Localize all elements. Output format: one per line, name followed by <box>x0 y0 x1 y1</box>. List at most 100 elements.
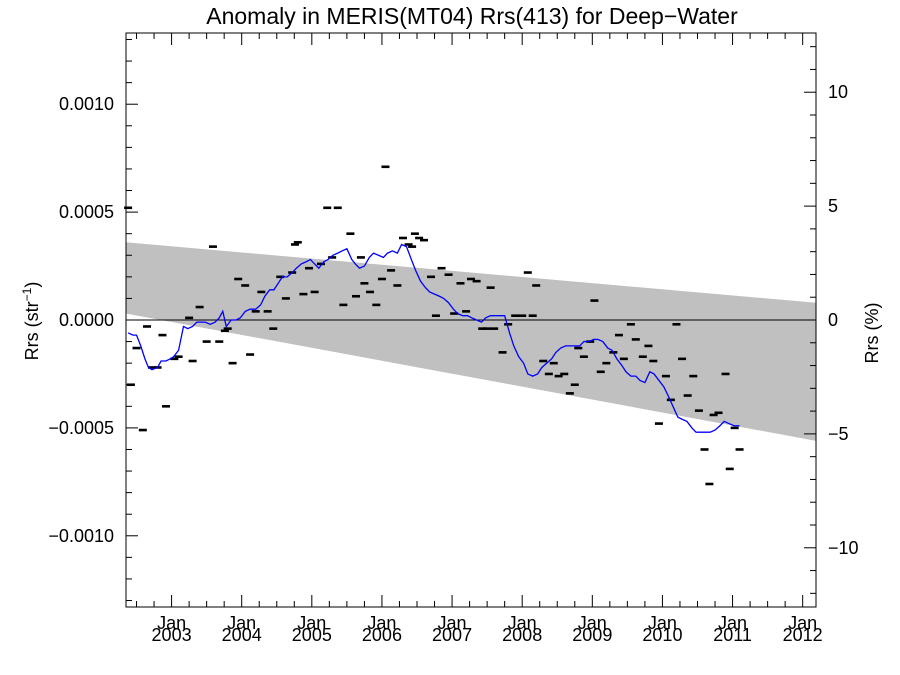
data-point <box>323 206 332 210</box>
data-point <box>626 323 635 326</box>
right-y-tick-label: −5 <box>828 424 849 444</box>
data-point <box>444 273 453 276</box>
data-point <box>161 405 170 408</box>
data-point <box>263 310 272 313</box>
x-tick-label-month: Jan <box>297 613 326 633</box>
series-line <box>127 243 740 433</box>
data-point <box>700 448 709 451</box>
right-y-tick-label: 0 <box>828 310 838 330</box>
x-tick-label-year: 2010 <box>642 625 682 645</box>
right-y-tick-label: −10 <box>828 538 859 558</box>
data-point <box>377 277 386 281</box>
data-point <box>528 314 537 317</box>
data-point <box>138 428 147 432</box>
data-point <box>486 286 495 289</box>
data-point <box>234 277 243 281</box>
data-point <box>427 275 436 279</box>
x-tick-label-year: 2012 <box>783 625 823 645</box>
data-point <box>360 282 369 285</box>
data-point <box>251 310 260 313</box>
right-y-axis: 10 5 0 −5 −10 <box>804 46 859 594</box>
data-point <box>316 262 325 266</box>
left-y-tick-label: −0.0010 <box>48 526 114 546</box>
x-tick-label-year: 2005 <box>292 625 332 645</box>
data-point <box>431 314 440 317</box>
x-tick-label-year: 2007 <box>432 625 472 645</box>
data-point <box>730 426 739 430</box>
data-point <box>293 241 302 244</box>
data-point <box>490 327 499 330</box>
data-point <box>735 448 744 451</box>
data-point <box>220 329 229 333</box>
x-tick-label-month: Jan <box>227 613 256 633</box>
data-point <box>305 266 314 270</box>
x-tick-label-year: 2004 <box>222 625 262 645</box>
data-point <box>158 333 167 337</box>
data-point <box>511 314 520 317</box>
data-point <box>725 467 734 471</box>
data-point <box>346 232 355 235</box>
left-y-tick-label: 0.0005 <box>59 202 114 222</box>
data-point <box>339 303 348 307</box>
data-point <box>478 327 487 330</box>
data-point <box>223 327 232 330</box>
data-point <box>518 314 527 317</box>
data-point <box>174 355 183 358</box>
right-y-tick-label: 10 <box>828 82 848 102</box>
data-point <box>602 361 611 365</box>
data-point <box>644 344 653 348</box>
plot-area <box>124 32 817 608</box>
data-point <box>188 359 197 363</box>
data-point <box>215 340 224 343</box>
x-tick-label-month: Jan <box>578 613 607 633</box>
data-point <box>631 338 640 341</box>
data-point <box>498 351 507 354</box>
data-point <box>574 346 583 350</box>
data-point <box>228 361 237 365</box>
data-point <box>596 370 605 374</box>
data-point <box>202 340 211 343</box>
data-point <box>694 409 703 412</box>
data-point <box>570 383 579 387</box>
data-point <box>689 374 698 378</box>
data-point <box>437 266 446 270</box>
data-point <box>185 316 194 320</box>
data-point <box>404 243 413 246</box>
data-point <box>257 290 266 294</box>
left-y-axis-label-sup: −1 <box>20 287 34 301</box>
x-tick-label-year: 2008 <box>502 625 542 645</box>
x-tick-label-year: 2006 <box>362 625 402 645</box>
left-y-axis-label: Rrs (str−1) <box>20 282 42 361</box>
data-point <box>683 394 692 397</box>
data-point <box>661 374 670 378</box>
data-point <box>333 206 342 210</box>
data-point <box>450 312 459 315</box>
data-point <box>132 346 141 350</box>
data-point <box>523 271 532 274</box>
data-point <box>387 269 396 272</box>
data-point <box>614 333 623 337</box>
data-point <box>366 290 375 294</box>
left-y-axis: 0.0010 0.0005 0.0000 −0.0005 −0.0010 <box>48 38 138 602</box>
x-tick-label-year: 2009 <box>572 625 612 645</box>
data-point <box>281 297 290 300</box>
data-point <box>310 290 319 294</box>
data-point <box>143 325 152 328</box>
data-point <box>721 372 730 376</box>
x-tick-label-month: Jan <box>438 613 467 633</box>
data-point <box>208 245 217 248</box>
data-point <box>549 361 558 365</box>
data-point <box>560 372 569 376</box>
data-point <box>299 292 308 296</box>
left-y-tick-label: 0.0010 <box>59 94 114 114</box>
left-y-axis-label-main: Rrs (str <box>22 301 42 360</box>
data-point <box>483 327 492 330</box>
right-y-tick-label: 5 <box>828 196 838 216</box>
data-point <box>393 284 402 287</box>
data-points <box>124 165 744 486</box>
data-point <box>532 284 541 287</box>
data-point <box>147 366 156 369</box>
data-point <box>565 392 574 395</box>
data-point <box>467 277 475 281</box>
